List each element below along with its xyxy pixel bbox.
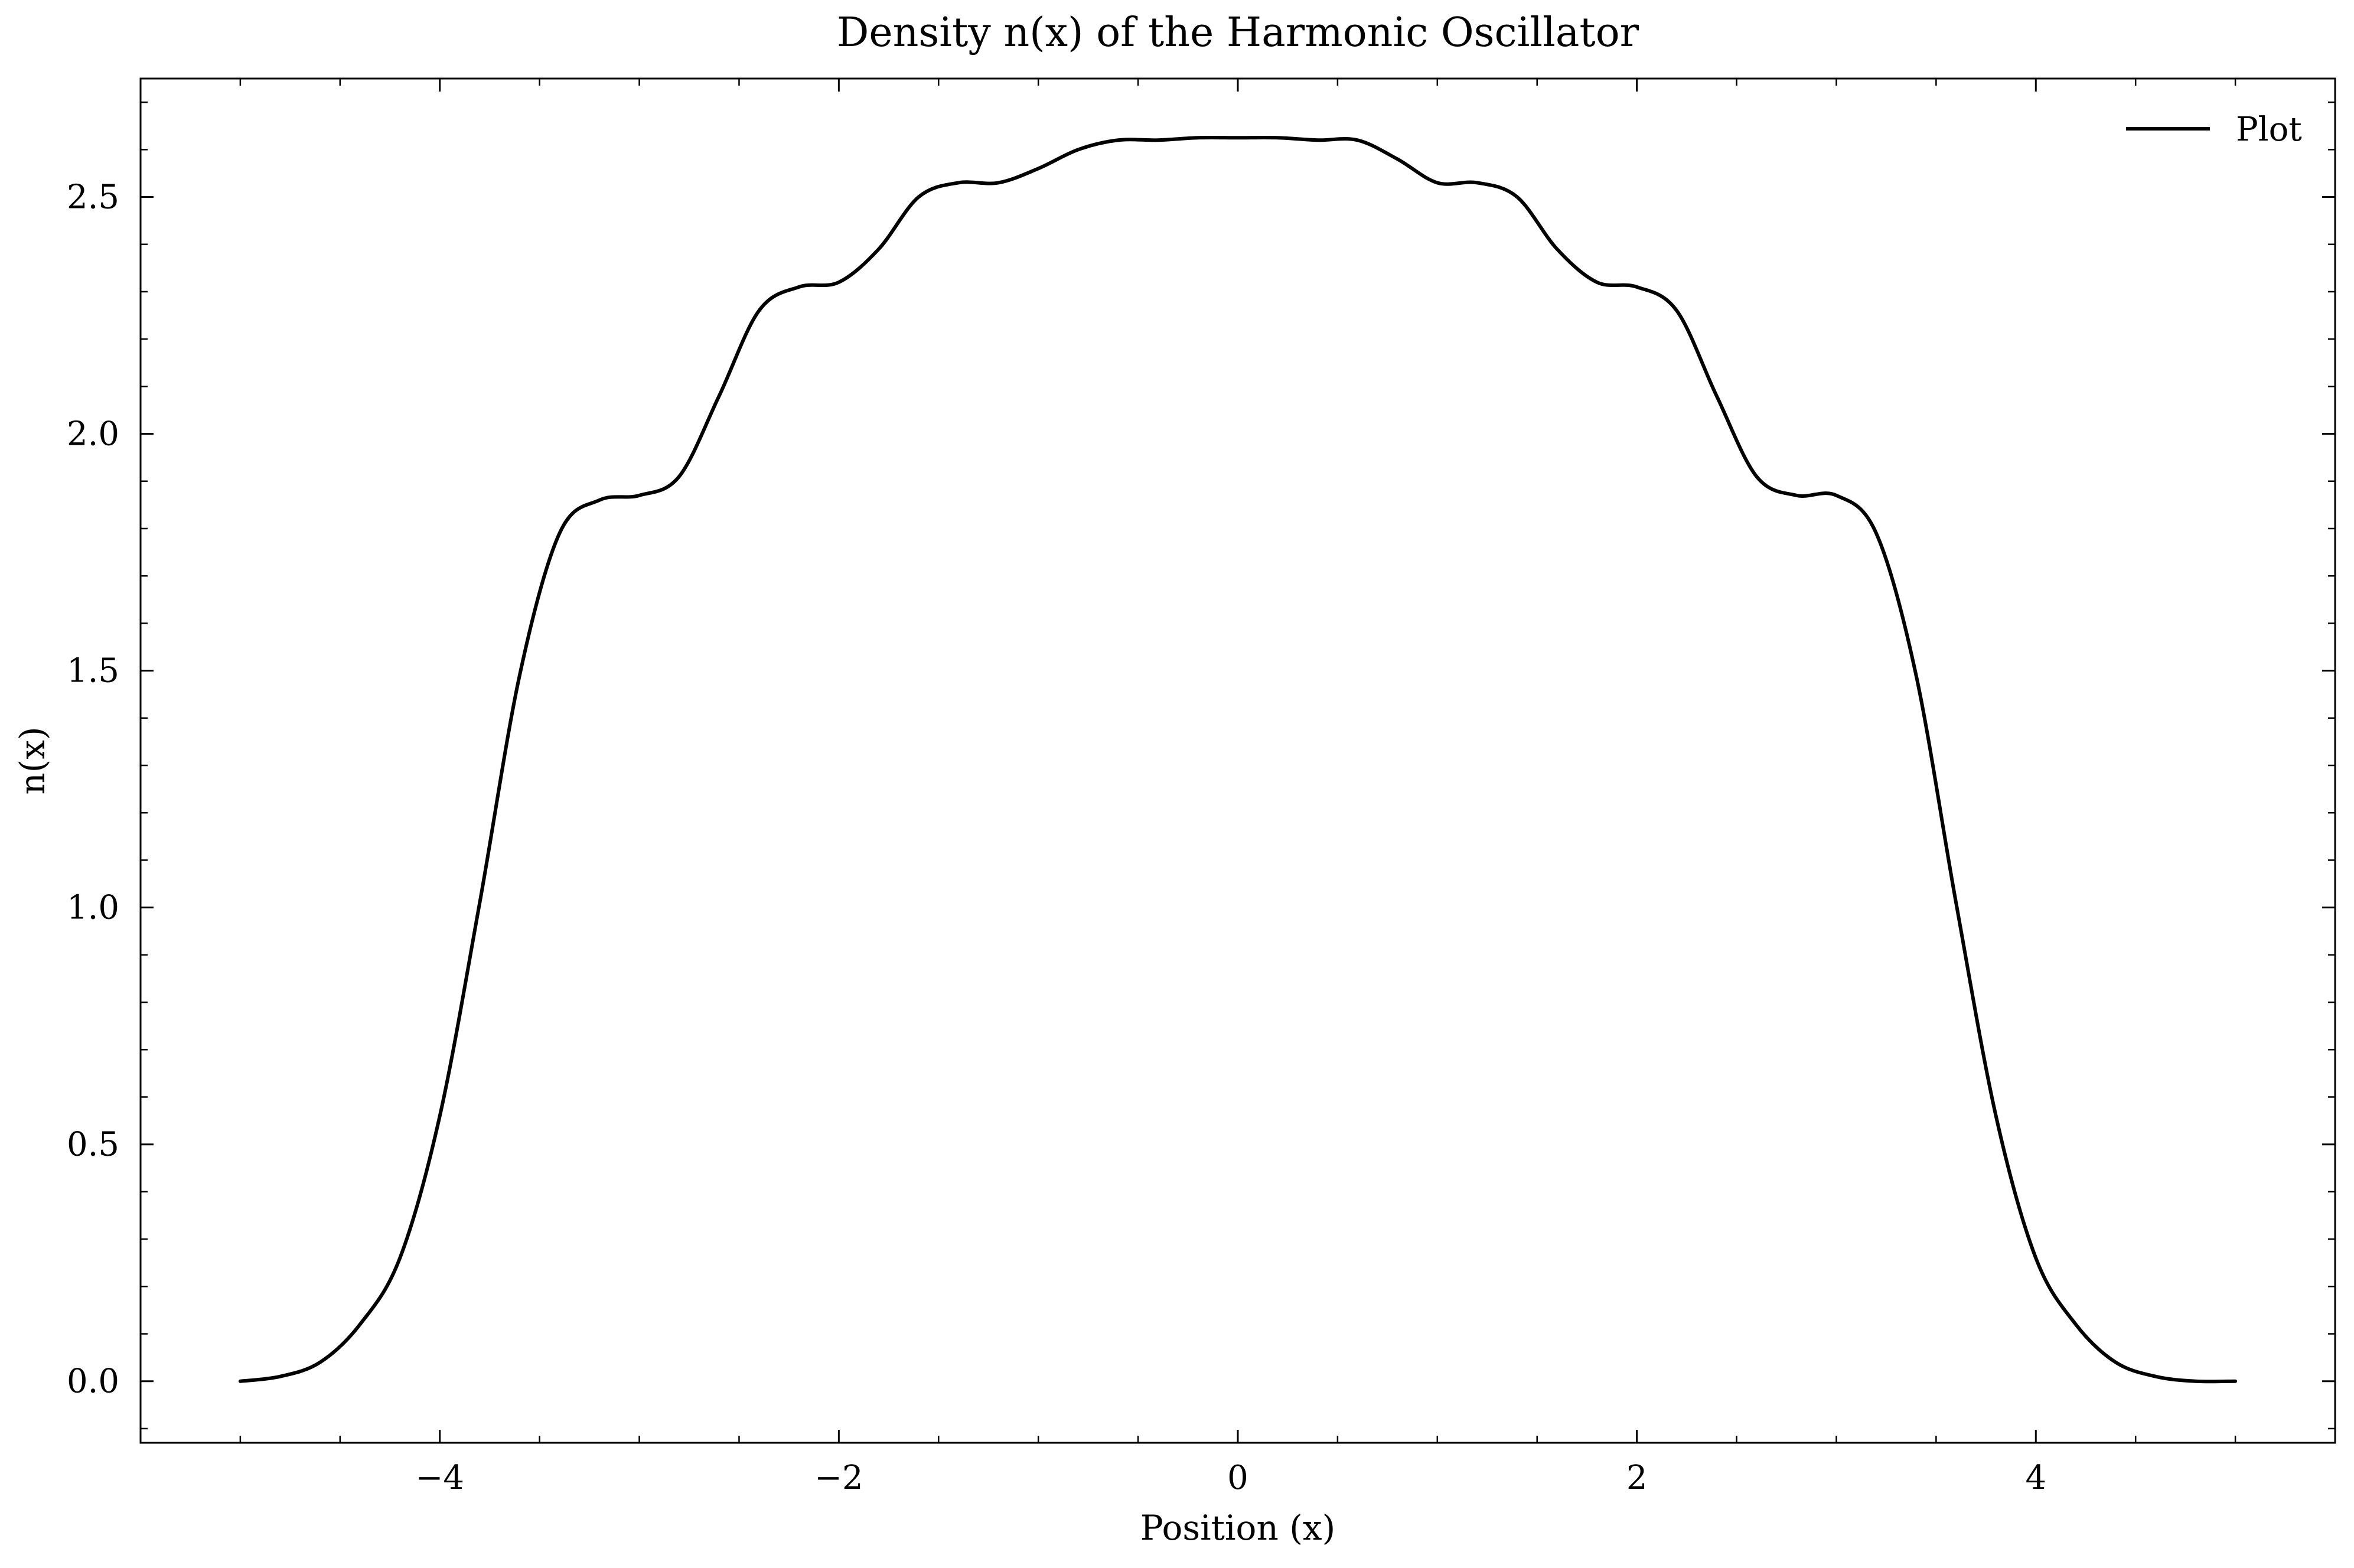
y-tick-label: 1.5 — [67, 652, 119, 690]
x-tick-label: 0 — [1227, 1459, 1248, 1497]
y-tick-label: 0.0 — [67, 1362, 119, 1401]
y-tick-label: 0.5 — [67, 1126, 119, 1164]
y-tick-label: 1.0 — [67, 889, 119, 927]
legend: Plot — [2126, 110, 2302, 149]
series-line-plot — [238, 135, 2238, 1384]
chart-title: Density n(x) of the Harmonic Oscillator — [837, 9, 1639, 56]
legend-label-plot: Plot — [2236, 110, 2302, 149]
y-axis-label: n(x) — [12, 726, 53, 794]
x-tick-label: −4 — [415, 1459, 464, 1497]
tick-labels: −4 −2 0 2 4 0.0 0.5 1.0 1.5 2.0 2.5 — [67, 178, 2046, 1497]
y-tick-label: 2.5 — [67, 178, 119, 217]
x-tick-label: 4 — [2025, 1459, 2046, 1497]
ticks — [141, 79, 2335, 1443]
x-tick-label: 2 — [1626, 1459, 1648, 1497]
y-tick-label: 2.0 — [67, 415, 119, 454]
x-tick-label: −2 — [814, 1459, 863, 1497]
plot-frame — [139, 77, 2336, 1444]
x-axis-label: Position (x) — [1140, 1508, 1335, 1548]
